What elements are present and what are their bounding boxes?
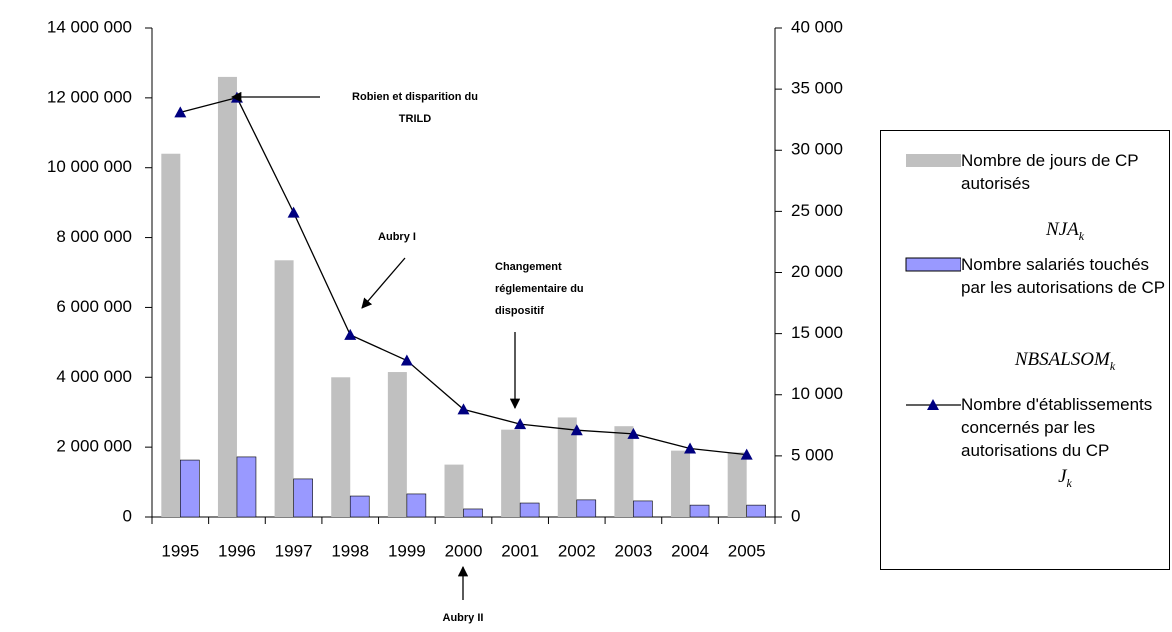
bar (463, 508, 483, 518)
line-marker (684, 442, 697, 454)
x-tick-label: 2004 (671, 541, 709, 560)
chart: 0 2 000 000 4 000 000 6 000 000 8 000 000 10 … (47, 17, 843, 624)
bar (727, 452, 747, 517)
x-tick-label: 1997 (275, 541, 313, 560)
symbol: NJA (1045, 219, 1079, 240)
annotation: TRILD (399, 113, 431, 125)
bar (217, 76, 237, 518)
line (180, 96, 747, 456)
y2-tick-label: 10 000 (791, 384, 843, 403)
symbol-subscript: k (1078, 228, 1085, 243)
bar (576, 499, 597, 518)
annotation: Aubry I (378, 231, 416, 243)
bar (406, 493, 427, 518)
line-marker (627, 427, 640, 439)
y-tick-label: 10 000 000 (47, 157, 132, 176)
legend-swatch (905, 257, 961, 272)
x-tick-label: 1995 (161, 541, 199, 560)
y-tick-label: 0 (123, 506, 132, 525)
line-marker (570, 424, 583, 436)
swatch (905, 257, 961, 272)
y-tick-label: 6 000 000 (56, 297, 132, 316)
y2-tick-label: 0 (791, 506, 800, 525)
y-tick-label: 14 000 000 (47, 17, 132, 36)
bar (689, 504, 710, 518)
bar (293, 478, 313, 518)
swatch (906, 154, 961, 167)
line-marker (400, 354, 413, 366)
line-marker (174, 106, 187, 118)
bar (557, 417, 577, 517)
bar (161, 153, 181, 517)
y2-tick-label: 35 000 (791, 79, 843, 98)
legend-symbol: Jk (961, 466, 1169, 491)
annotation-arrow (361, 257, 406, 309)
x-tick-label: 1999 (388, 541, 426, 560)
legend-swatch (906, 154, 961, 167)
bar (671, 450, 691, 517)
y2-tick-label: 40 000 (791, 17, 843, 36)
bar (444, 464, 464, 517)
bar (180, 459, 200, 518)
line-marker (457, 403, 470, 415)
bar (236, 456, 257, 518)
y2-tick-label: 5 000 (791, 445, 834, 464)
symbol-subscript: k (1066, 475, 1072, 490)
line-marker (740, 448, 753, 460)
bar (331, 377, 351, 517)
legend-label: Nombre d'établissements concernés par le… (961, 395, 1153, 460)
legend-symbol: NBSALSOMk (961, 349, 1169, 374)
y2-tick-label: 15 000 (791, 323, 843, 342)
legend-swatch (906, 399, 961, 410)
symbol: NBSALSOM (1014, 349, 1110, 370)
x-tick-label: 2002 (558, 541, 596, 560)
legend-symbol: NJAk (961, 219, 1169, 244)
bar (519, 502, 540, 518)
bar (501, 429, 521, 517)
line-marker (344, 328, 357, 340)
x-tick-label: 1996 (218, 541, 256, 560)
swatch-marker (927, 399, 939, 410)
annotation: Changement (495, 261, 562, 273)
line-marker (287, 206, 300, 218)
bar (746, 504, 766, 518)
y2-tick-label: 30 000 (791, 140, 843, 159)
bar (349, 495, 370, 518)
bar (633, 500, 653, 518)
legend-label: Nombre de jours de CP autorisés (961, 151, 1139, 193)
annotation: Aubry II (443, 612, 484, 624)
y-tick-label: 8 000 000 (56, 227, 132, 246)
line-marker (514, 418, 527, 430)
annotation: réglementaire du (495, 283, 584, 295)
y-tick-label: 2 000 000 (56, 437, 132, 456)
y-tick-label: 4 000 000 (56, 367, 132, 386)
x-tick-label: 2001 (501, 541, 539, 560)
symbol: J (1058, 466, 1067, 487)
x-tick-label: 2005 (728, 541, 766, 560)
bar (614, 426, 634, 517)
legend: Nombre de jours de CP autorisés NJAk Nombr… (880, 130, 1170, 570)
symbol-subscript: k (1109, 358, 1116, 373)
annotation: dispositif (495, 305, 544, 317)
bar (274, 260, 294, 517)
x-tick-label: 2000 (445, 541, 483, 560)
legend-label: Nombre salariés touchés par les autorisa… (961, 255, 1166, 297)
y2-tick-label: 20 000 (791, 262, 843, 281)
y2-tick-label: 25 000 (791, 201, 843, 220)
annotation: Robien et disparition du (352, 91, 478, 103)
x-tick-label: 1998 (331, 541, 369, 560)
bar (387, 372, 407, 517)
x-tick-label: 2003 (614, 541, 652, 560)
y-tick-label: 12 000 000 (47, 87, 132, 106)
